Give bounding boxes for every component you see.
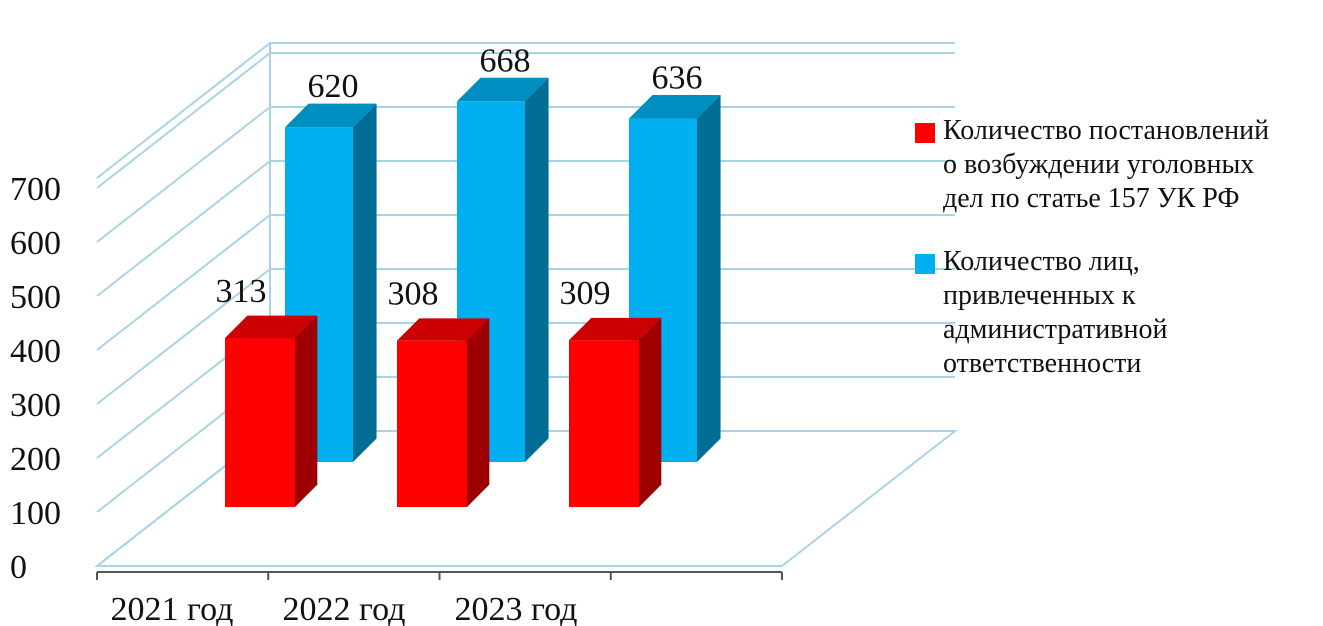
- bar-back-top: [629, 95, 721, 119]
- chart-gridlines: [96, 42, 955, 567]
- legend-item-criminal-cases: Количество постановлений о возбуждении у…: [915, 114, 1315, 216]
- bar-front-top: [397, 318, 490, 341]
- chart-text: 0 100 200 300 400 500 600 700 2021 год 2022 год 20…: [10, 42, 703, 626]
- bar-front: [569, 340, 639, 507]
- legend-label-line: Количество постановлений: [943, 115, 1270, 146]
- bar-front-side: [467, 318, 490, 507]
- legend-label-line: Количество лиц,: [943, 246, 1140, 277]
- legend-item-admin-liability: Количество лиц, привлеченных к администр…: [915, 245, 1315, 381]
- bar-front: [397, 340, 467, 507]
- y-tick-label: 600: [10, 225, 61, 262]
- chart-axes: [96, 571, 783, 580]
- bar-front-top: [569, 317, 662, 341]
- y-tick-label: 700: [10, 171, 61, 208]
- bar-front-top: [225, 315, 318, 338]
- legend-swatch-blue: [915, 254, 935, 274]
- legend-label-line: дел по статье 157 УК РФ: [943, 183, 1240, 214]
- data-label-front: 309: [560, 275, 611, 312]
- series-front-bars: [225, 315, 662, 507]
- bar-back-top: [457, 77, 549, 102]
- x-category-label: 2023 год: [455, 591, 578, 626]
- gridline-side: [96, 52, 271, 189]
- bar-back-side: [525, 77, 549, 462]
- gridline-side: [96, 214, 271, 351]
- y-tick-label: 300: [10, 387, 61, 424]
- legend: Количество постановлений о возбуждении у…: [915, 114, 1315, 410]
- data-label-front: 308: [388, 276, 439, 313]
- y-tick-label: 0: [10, 549, 27, 586]
- y-tick-label: 100: [10, 495, 61, 532]
- data-label-back: 620: [308, 68, 359, 105]
- data-label-back: 636: [652, 60, 703, 97]
- gridline-side: [96, 106, 271, 243]
- data-label-back: 668: [480, 42, 531, 79]
- y-tick-label: 500: [10, 279, 61, 316]
- bar-back-top: [285, 103, 377, 128]
- bar-front-side: [295, 315, 318, 507]
- x-category-label: 2022 год: [283, 591, 406, 626]
- data-label-front: 313: [216, 273, 267, 310]
- legend-label-line: о возбуждении уголовных: [943, 149, 1255, 180]
- bar-front-side: [639, 317, 662, 507]
- legend-label-line: привлеченных к: [943, 280, 1136, 311]
- legend-label-line: ответственности: [943, 348, 1142, 379]
- gridline-side: [96, 160, 271, 297]
- bar-front: [225, 337, 295, 507]
- gridline-side: [96, 268, 271, 405]
- bar-back-side: [353, 103, 377, 462]
- legend-label-line: административной: [943, 314, 1168, 345]
- x-category-label: 2021 год: [111, 591, 234, 626]
- legend-swatch-red: [915, 123, 935, 143]
- y-tick-label: 200: [10, 441, 61, 478]
- y-tick-label: 400: [10, 333, 61, 370]
- side-wall-top: [96, 42, 271, 179]
- bar-back-side: [697, 95, 721, 462]
